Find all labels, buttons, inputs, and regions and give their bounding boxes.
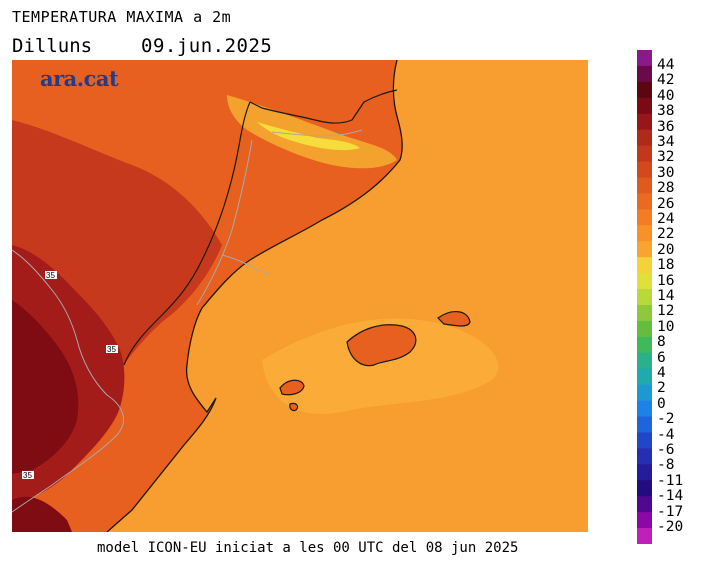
colorbar-swatch — [637, 289, 652, 306]
colorbar-swatch — [637, 304, 652, 322]
colorbar-swatch — [637, 241, 652, 258]
colorbar-label: -2 — [657, 411, 675, 428]
land-hottest-zone — [12, 300, 79, 474]
colorbar-label: -17 — [657, 503, 684, 520]
border-line — [249, 89, 398, 124]
forecast-date: 09.jun.2025 — [141, 35, 273, 57]
colorbar-swatch — [637, 480, 652, 497]
colorbar-swatch — [637, 384, 652, 401]
colorbar-label: 24 — [657, 211, 675, 227]
colorbar-label: 14 — [657, 288, 675, 304]
menorca-island — [437, 311, 471, 327]
colorbar-label: 8 — [657, 334, 666, 351]
colorbar-label: 42 — [657, 72, 675, 89]
colorbar-swatch — [637, 81, 652, 99]
ibiza-island — [279, 379, 305, 396]
forecast-day: Dilluns — [12, 35, 93, 57]
colorbar-label: 34 — [657, 134, 675, 150]
colorbar-label: 4 — [657, 365, 666, 381]
svg-text:35: 35 — [23, 471, 32, 480]
colorbar-swatch — [637, 177, 652, 194]
colorbar-label: 12 — [657, 303, 675, 320]
coastline — [106, 60, 403, 532]
logo: ara.cat — [40, 66, 119, 91]
province-border-west — [12, 249, 125, 513]
colorbar-label: 40 — [657, 87, 675, 104]
colorbar-swatch — [637, 225, 652, 242]
colorbar-swatch — [637, 193, 652, 210]
colorbar-swatch — [637, 161, 652, 178]
colorbar-swatch — [637, 273, 652, 290]
formentera-island — [289, 402, 299, 412]
colorbar-swatch — [637, 512, 652, 529]
colorbar-label: 38 — [657, 103, 675, 120]
colorbar-swatch — [637, 496, 652, 513]
colorbar-label: -14 — [657, 488, 684, 505]
mallorca-island — [346, 324, 417, 367]
colorbar — [637, 50, 652, 544]
colorbar-label: 22 — [657, 226, 675, 243]
colorbar-label: -11 — [657, 472, 684, 489]
colorbar-swatch — [637, 432, 652, 449]
colorbar-swatch — [637, 257, 652, 274]
colorbar-swatch — [637, 368, 652, 386]
colorbar-swatch — [637, 416, 652, 433]
colorbar-label: 30 — [657, 164, 675, 181]
colorbar-swatch — [637, 528, 652, 544]
colorbar-swatch — [637, 113, 652, 131]
colorbar-label: 6 — [657, 349, 666, 366]
colorbar-label: 28 — [657, 180, 675, 197]
colorbar-swatch — [637, 352, 652, 370]
colorbar-swatch — [637, 464, 652, 481]
colorbar-swatch — [637, 129, 652, 147]
colorbar-label: 36 — [657, 118, 675, 135]
colorbar-swatch — [637, 50, 652, 67]
pyrenees-cold-zone — [257, 122, 360, 151]
temperature-map: 35 35 35 — [12, 60, 588, 532]
border-line-inner — [123, 101, 251, 366]
colorbar-label: 16 — [657, 272, 675, 289]
colorbar-label: 18 — [657, 257, 675, 274]
land-hot-south — [12, 496, 72, 532]
colorbar-label: 44 — [657, 57, 675, 73]
colorbar-label: 32 — [657, 149, 675, 166]
map-title: TEMPERATURA MAXIMA a 2m — [12, 8, 232, 26]
model-footer: model ICON-EU iniciat a les 00 UTC del 0… — [97, 540, 519, 556]
colorbar-label: -20 — [657, 519, 684, 535]
colorbar-label: -4 — [657, 426, 675, 443]
colorbar-label: -8 — [657, 457, 675, 474]
colorbar-swatch — [637, 145, 652, 162]
province-border — [196, 129, 363, 306]
contour-label: 35 — [22, 471, 34, 480]
svg-text:35: 35 — [46, 271, 55, 280]
svg-text:35: 35 — [107, 345, 116, 354]
colorbar-swatch — [637, 97, 652, 115]
colorbar-label: 0 — [657, 395, 666, 412]
contour-label: 35 — [45, 271, 57, 280]
colorbar-label: 10 — [657, 318, 675, 335]
colorbar-swatch — [637, 400, 652, 417]
colorbar-label: 26 — [657, 195, 675, 212]
colorbar-swatch — [637, 320, 652, 338]
colorbar-label: 2 — [657, 380, 666, 397]
colorbar-swatch — [637, 448, 652, 465]
colorbar-swatch — [637, 336, 652, 354]
colorbar-label: 20 — [657, 241, 675, 258]
pyrenees-zone — [227, 95, 397, 169]
contour-label: 35 — [106, 345, 118, 354]
sea-warm-patch — [262, 318, 499, 415]
colorbar-swatch — [637, 209, 652, 226]
colorbar-label: -6 — [657, 442, 675, 458]
colorbar-swatch — [637, 65, 652, 83]
